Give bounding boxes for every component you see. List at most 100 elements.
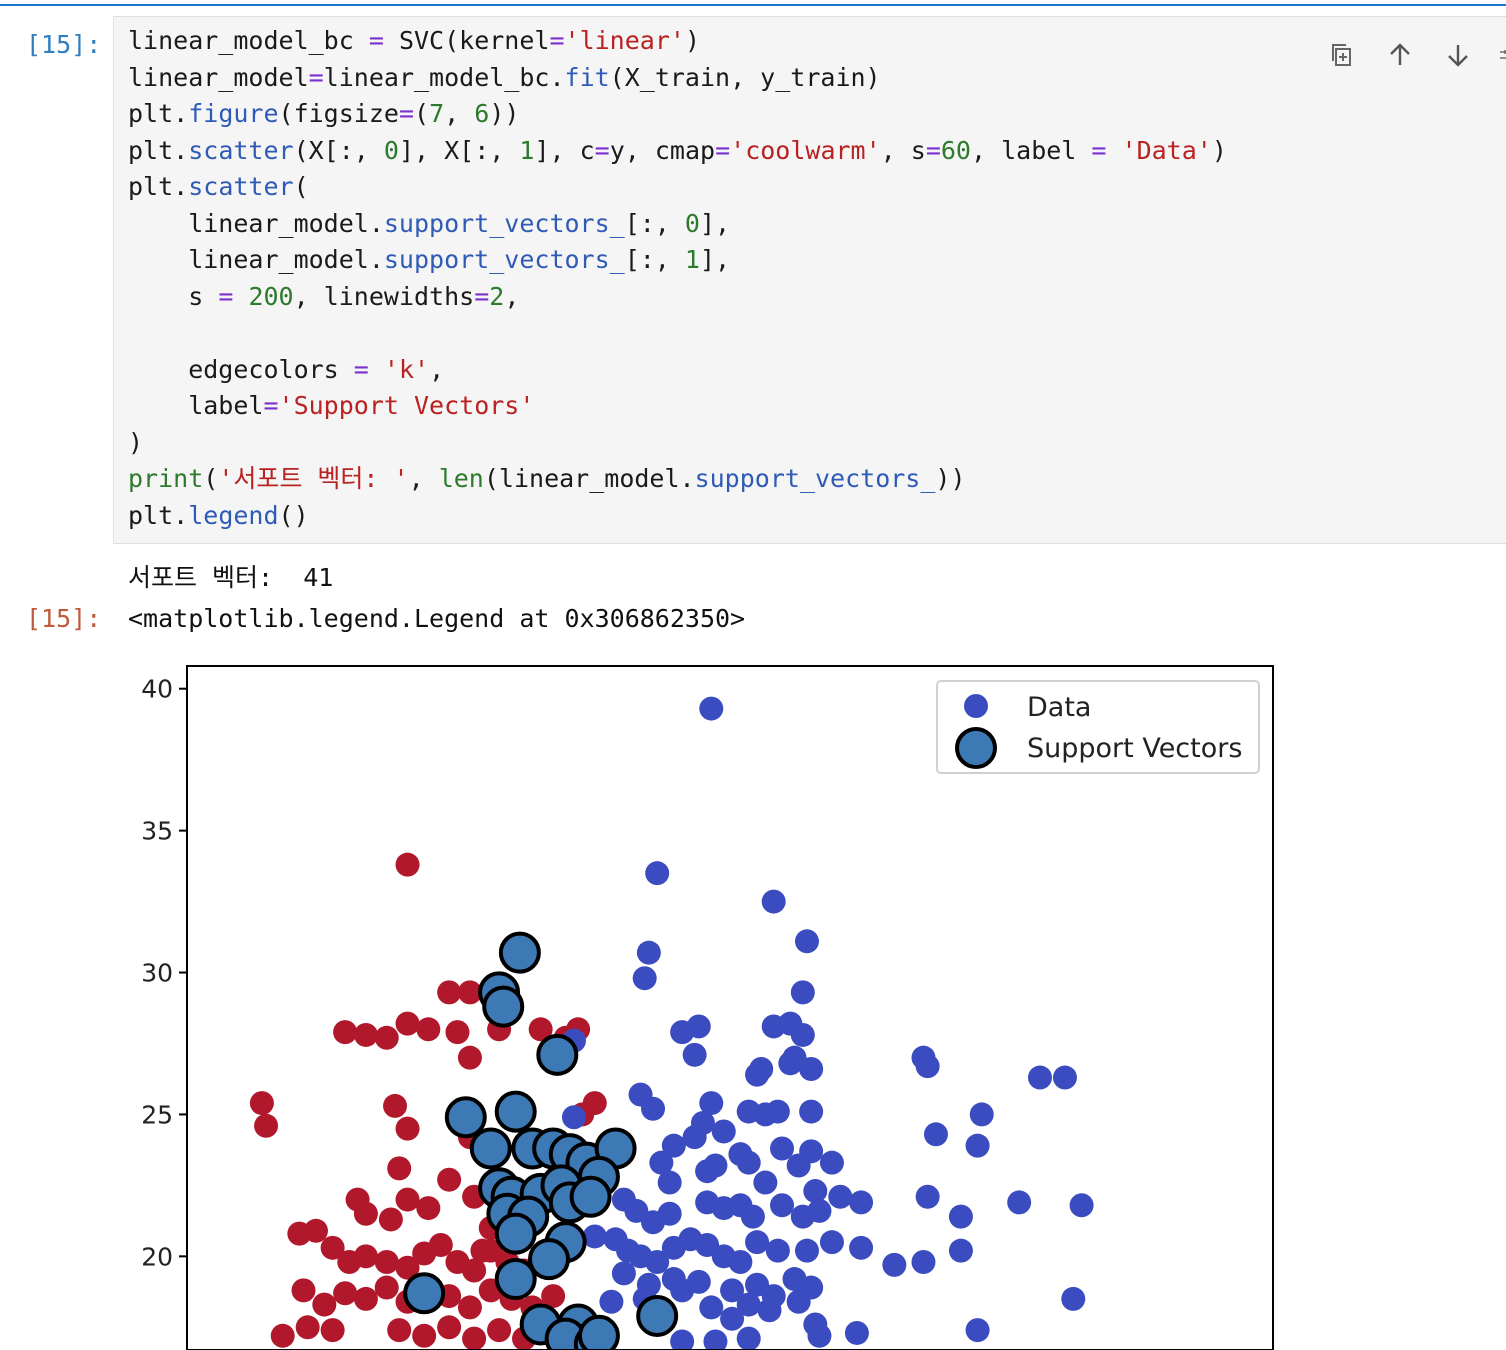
data-point-blue [794, 1238, 819, 1263]
data-point-red [383, 1093, 408, 1118]
data-point-blue [786, 1289, 811, 1314]
data-point-red [487, 1318, 512, 1343]
data-point-blue [720, 1278, 745, 1303]
plot-frame [186, 665, 1274, 1350]
data-point-red [333, 1020, 358, 1045]
code-line: linear_model.support_vectors_[:, 1], [128, 245, 731, 274]
legend-support-vector-marker [955, 727, 997, 769]
data-point-blue [711, 1119, 736, 1144]
data-point-blue [582, 1224, 607, 1249]
data-point-blue [1061, 1286, 1086, 1311]
execute-result-text: <matplotlib.legend.Legend at 0x306862350… [128, 604, 746, 633]
data-point-blue [828, 1184, 853, 1209]
data-point-blue [761, 889, 786, 914]
data-point-blue [736, 1150, 761, 1175]
code-line: linear_model_bc = SVC(kernel='linear') [128, 26, 701, 55]
data-point-blue [599, 1289, 624, 1314]
move-down-icon [1448, 45, 1468, 67]
data-point-red [395, 1187, 420, 1212]
data-point-blue [790, 1022, 815, 1047]
code-line: ) [128, 427, 144, 457]
data-point-blue [720, 1306, 745, 1331]
input-prompt: [15]: [26, 30, 102, 59]
code-line: linear_model=linear_model_bc.fit(X_train… [128, 62, 881, 92]
cell-toolbar [1324, 37, 1506, 73]
data-point-blue [632, 966, 657, 991]
notebook-top-border [0, 4, 1506, 6]
data-point-red [270, 1323, 295, 1348]
data-point-blue [670, 1278, 695, 1303]
data-point-blue [948, 1238, 973, 1263]
data-point-blue [819, 1150, 844, 1175]
code-line: s = 200, linewidths=2, [128, 281, 520, 311]
data-point-blue [682, 1042, 707, 1067]
data-point-red [457, 1295, 482, 1320]
y-tick-label: 40 [141, 675, 173, 704]
data-point-blue [728, 1250, 753, 1275]
data-point-blue [645, 1250, 670, 1275]
data-point-red [295, 1315, 320, 1340]
legend-support-vector-label: Support Vectors [1027, 733, 1242, 764]
move-down-button[interactable] [1440, 37, 1476, 73]
code-cell-editor[interactable]: linear_model_bc = SVC(kernel='linear') l… [113, 16, 1506, 544]
data-point-red [541, 1284, 566, 1309]
code-line: plt.figure(figsize=(7, 6)) [128, 99, 520, 128]
duplicate-cell-button[interactable] [1324, 37, 1360, 73]
data-point-red [428, 1232, 453, 1257]
data-point-red [395, 852, 420, 877]
data-point-red [395, 1116, 420, 1141]
code-text[interactable]: linear_model_bc = SVC(kernel='linear') l… [128, 23, 1227, 534]
data-point-blue [844, 1320, 869, 1345]
support-vector-point [536, 1033, 579, 1076]
data-point-red [320, 1318, 345, 1343]
data-point-red [416, 1196, 441, 1221]
data-point-blue [915, 1184, 940, 1209]
data-point-blue [882, 1252, 907, 1277]
data-point-blue [670, 1020, 695, 1045]
data-point-red [416, 1017, 441, 1042]
code-line: edgecolors = 'k', [128, 354, 445, 384]
data-point-blue [699, 1295, 724, 1320]
support-vector-point [469, 1127, 512, 1170]
data-point-blue [807, 1323, 832, 1348]
insert-below-button[interactable] [1498, 37, 1506, 73]
y-tick-label: 35 [141, 817, 173, 846]
data-point-red [445, 1020, 470, 1045]
support-vector-point [528, 1238, 570, 1281]
data-point-blue [1069, 1193, 1094, 1218]
data-point-blue [765, 1099, 790, 1124]
data-point-blue [770, 1193, 795, 1218]
data-point-red [387, 1156, 412, 1181]
data-point-blue [923, 1122, 948, 1147]
data-point-blue [657, 1170, 682, 1195]
data-point-red [437, 980, 462, 1005]
code-line: linear_model.support_vectors_[:, 0], [128, 208, 731, 238]
data-point-red [470, 1238, 495, 1263]
support-vector-point [482, 985, 525, 1028]
data-point-blue [670, 1329, 695, 1350]
data-point-red [462, 1326, 487, 1350]
support-vector-point [494, 1090, 537, 1133]
data-point-blue [799, 1139, 824, 1164]
data-point-red [291, 1278, 316, 1303]
code-line: print('서포트 벡터: ', len(linear_model.suppo… [128, 464, 966, 493]
code-line: label='Support Vectors' [128, 391, 535, 420]
data-point-red [353, 1286, 378, 1311]
data-point-blue [1027, 1065, 1052, 1090]
data-point-blue [799, 1057, 824, 1082]
data-point-red [395, 1011, 420, 1036]
data-point-blue [636, 940, 661, 965]
output-prompt: [15]: [26, 604, 102, 633]
support-vector-point [577, 1314, 620, 1350]
data-point-blue [799, 1099, 824, 1124]
data-point-red [333, 1281, 358, 1306]
data-point-blue [849, 1235, 874, 1260]
move-up-button[interactable] [1382, 37, 1418, 73]
data-point-blue [849, 1190, 874, 1215]
data-point-red [303, 1218, 328, 1243]
data-point-red [462, 1258, 487, 1283]
support-vector-point [569, 1175, 612, 1218]
data-point-blue [794, 929, 819, 954]
data-point-blue [915, 1054, 940, 1079]
duplicate-icon [1332, 44, 1351, 66]
